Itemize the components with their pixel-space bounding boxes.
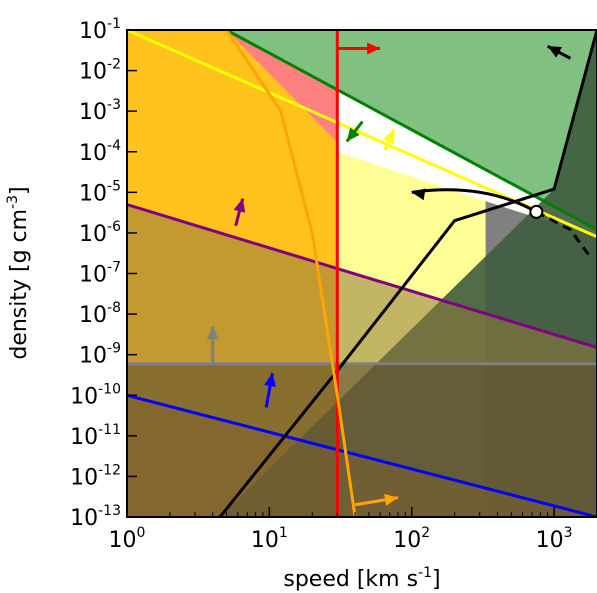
arrow-7 <box>264 372 276 408</box>
arrow-head-8 <box>384 493 398 506</box>
dashed-path <box>535 210 592 259</box>
y-tick-label-9: 10-4 <box>79 138 121 166</box>
x-tick-label-1-base: 10 <box>251 528 279 553</box>
y-tick-label-0-exponent: -13 <box>98 503 121 519</box>
region-8 <box>127 363 597 517</box>
arrow-8 <box>354 493 399 507</box>
x-tick-label-3: 103 <box>536 525 573 553</box>
y-tick-label-6-exponent: -7 <box>107 260 121 276</box>
y-tick-label-7-base: 10 <box>79 222 107 247</box>
y-tick-label-4-exponent: -9 <box>107 341 121 357</box>
region-2 <box>337 138 486 193</box>
y-tick-label-11-exponent: -2 <box>107 57 121 73</box>
y-tick-label-2-base: 10 <box>70 425 98 450</box>
x-tick-label-2-base: 10 <box>393 528 421 553</box>
x-axis-label: speed [km s <box>283 567 418 592</box>
y-tick-label-0: 10-13 <box>70 503 121 531</box>
x-tick-label-0-exponent: 0 <box>137 525 146 541</box>
arrow-head-2 <box>383 129 395 144</box>
y-axis-label-end: ] <box>7 186 32 195</box>
arrow-head-6 <box>206 326 219 340</box>
axis-ticks: 100 101 102 10310-1310-1210-1110-1010-910-8… <box>70 16 572 553</box>
series-line-5 <box>218 30 597 517</box>
x-axis-unit-exponent: -1 <box>418 565 432 581</box>
x-tick-label-3-exponent: 3 <box>564 525 573 541</box>
arrow-3 <box>546 44 572 60</box>
y-tick-label-8-base: 10 <box>79 181 107 206</box>
x-tick-label-3-base: 10 <box>536 528 564 553</box>
y-tick-label-12-exponent: -1 <box>107 16 121 32</box>
y-tick-label-5-base: 10 <box>79 303 107 328</box>
y-tick-label-12: 10-1 <box>79 16 121 44</box>
y-tick-label-0-base: 10 <box>70 506 98 531</box>
arrow-2 <box>383 129 396 151</box>
y-tick-label-11: 10-2 <box>79 57 121 85</box>
arrow-head-1 <box>346 127 360 142</box>
series-line-2 <box>127 203 597 349</box>
x-tick-label-0: 100 <box>109 525 146 553</box>
arrow-5 <box>233 198 246 227</box>
y-tick-label-4: 10-9 <box>79 341 121 369</box>
arrow-head-3 <box>547 46 562 58</box>
series-line-7 <box>225 30 357 517</box>
y-tick-label-6-base: 10 <box>79 263 107 288</box>
y-tick-label-2: 10-11 <box>70 422 121 450</box>
y-tick-label-1-exponent: -12 <box>98 462 121 478</box>
y-tick-label-8-exponent: -5 <box>107 178 121 194</box>
y-tick-label-7-exponent: -6 <box>107 219 121 235</box>
y-tick-label-5-exponent: -8 <box>107 300 121 316</box>
y-tick-label-7: 10-6 <box>79 219 121 247</box>
arrow-4 <box>411 188 538 214</box>
arrow-head-5 <box>233 198 246 213</box>
y-axis-label: density [g cm <box>7 209 32 360</box>
y-axis-unit-exponent: -3 <box>5 195 21 209</box>
y-tick-label-11-base: 10 <box>79 60 107 85</box>
x-axis-label-end: ] <box>432 567 441 592</box>
x-tick-label-1: 101 <box>251 525 288 553</box>
y-tick-label-8: 10-5 <box>79 178 121 206</box>
arrows <box>206 42 572 507</box>
arrow-head-4 <box>411 188 426 201</box>
y-axis-title: density [g cm-3] <box>5 186 32 359</box>
arrow-head-0 <box>367 42 381 55</box>
y-tick-label-5: 10-8 <box>79 300 121 328</box>
x-tick-label-2-exponent: 2 <box>421 525 430 541</box>
y-tick-label-10: 10-3 <box>79 97 121 125</box>
series-line-4 <box>127 393 597 517</box>
x-tick-label-2: 102 <box>393 525 430 553</box>
arrow-head-7 <box>264 373 276 388</box>
y-tick-label-3-exponent: -10 <box>98 381 121 397</box>
arrow-0 <box>337 42 381 55</box>
arrow-6 <box>206 326 219 364</box>
y-tick-label-9-exponent: -4 <box>107 138 121 154</box>
marker-point <box>529 204 544 219</box>
y-tick-label-10-base: 10 <box>79 100 107 125</box>
arrow-1 <box>345 120 364 143</box>
y-tick-label-1-base: 10 <box>70 465 98 490</box>
y-tick-label-1: 10-12 <box>70 462 121 490</box>
arrow-shaft-4 <box>411 188 538 214</box>
y-tick-label-2-exponent: -11 <box>98 422 121 438</box>
y-tick-label-6: 10-7 <box>79 260 121 288</box>
x-tick-label-0-base: 10 <box>109 528 137 553</box>
y-tick-label-10-exponent: -3 <box>107 97 121 113</box>
y-tick-label-4-base: 10 <box>79 344 107 369</box>
y-tick-label-12-base: 10 <box>79 19 107 44</box>
y-tick-label-9-base: 10 <box>79 141 107 166</box>
y-tick-label-3: 10-10 <box>70 381 121 409</box>
x-axis-title: speed [km s-1] <box>283 565 440 592</box>
y-tick-label-3-base: 10 <box>70 384 98 409</box>
x-tick-label-1-exponent: 1 <box>279 525 288 541</box>
